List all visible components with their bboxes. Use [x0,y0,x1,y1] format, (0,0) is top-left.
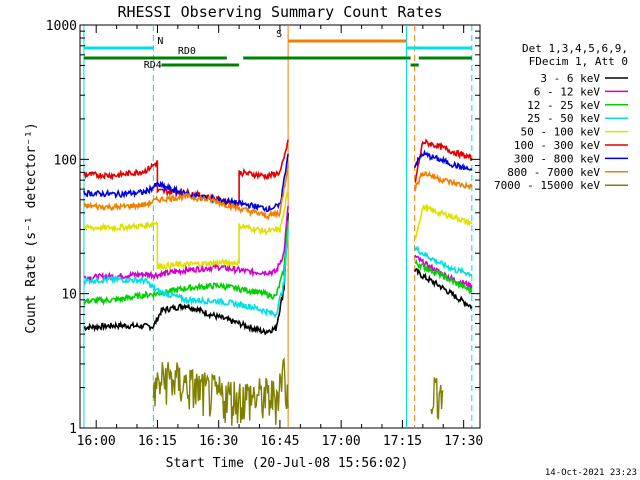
status-bar-label: RD0 [178,46,196,57]
y-tick-label: 10 [61,288,77,303]
series-line-2-seg-1 [414,259,473,295]
y-axis-label: Count Rate (s⁻¹ detector⁻¹) [24,122,39,333]
legend-header-line-2: FDecim 1, Att 0 [529,55,628,68]
x-tick-label: 16:30 [199,434,238,449]
series-line-5-seg-1 [414,138,473,183]
series-line-6-seg-1 [413,149,473,171]
legend-label-7: 800 - 7000 keV [507,166,600,179]
legend-label-1: 6 - 12 keV [534,85,601,98]
x-tick-label: 16:00 [77,434,116,449]
legend-label-6: 300 - 800 keV [514,152,600,165]
x-tick-label: 16:45 [260,434,299,449]
series-line-8-seg-1 [430,377,444,420]
legend-header-line-1: Det 1,3,4,5,6,9, [522,42,628,55]
legend-label-5: 100 - 300 keV [514,139,600,152]
y-tick-label: 1000 [46,19,77,34]
legend-label-3: 25 - 50 keV [527,112,600,125]
y-tick-label: 100 [54,153,77,168]
status-bar-label: RD4 [144,60,162,71]
series-line-4-seg-0 [83,188,289,271]
x-tick-label: 16:15 [138,434,177,449]
chart-title: RHESSI Observing Summary Count Rates [117,3,442,21]
x-tick-label: 17:15 [383,434,422,449]
series-lines [83,138,473,426]
series-line-0-seg-0 [83,212,289,336]
series-line-7-seg-0 [83,165,289,221]
timestamp: 14-Oct-2021 23:23 [545,468,637,478]
status-bars: N S RD0 RD4 [83,29,472,71]
series-line-1-seg-0 [83,205,289,284]
series-line-8-seg-0 [152,357,289,426]
x-tick-label: 17:00 [322,434,361,449]
series-line-7-seg-1 [413,170,473,192]
series-line-4-seg-1 [414,202,473,240]
series-line-2-seg-0 [83,220,289,306]
series-line-6-seg-0 [83,153,289,213]
series-line-0-seg-1 [413,268,473,310]
legend-label-8: 7000 - 15000 keV [494,179,600,192]
series-line-3-seg-0 [83,229,289,319]
legend-label-4: 50 - 100 keV [521,126,601,139]
y-tick-label: 1 [69,422,77,437]
status-bar-label: S [276,29,282,40]
axis-ticks: 16:00 16:15 16:30 16:45 17:00 17:15 17:30 1 10 10… [46,19,484,449]
status-bar-label: N [157,36,163,47]
x-tick-label: 17:30 [444,434,483,449]
legend-label-0: 3 - 6 keV [540,72,600,85]
legend-label-2: 12 - 25 keV [527,99,600,112]
x-axis-label: Start Time (20-Jul-08 15:56:02) [166,456,409,471]
series-line-3-seg-1 [414,245,473,278]
